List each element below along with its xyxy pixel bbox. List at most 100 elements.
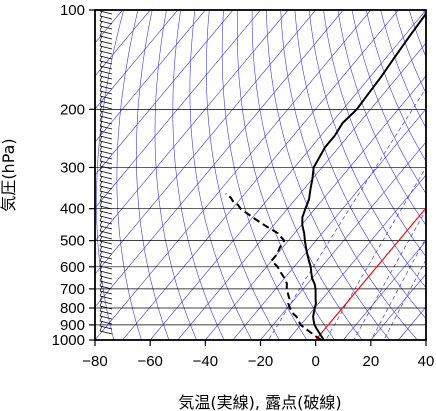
isotherm-line <box>370 273 426 340</box>
dry-adiabat-line <box>337 10 426 226</box>
wind-barb-flag <box>99 80 103 87</box>
dry-adiabat-line <box>266 10 390 340</box>
dry-adiabat-line <box>189 10 253 340</box>
wind-barb-flag <box>99 25 103 32</box>
wind-barb-flag <box>99 270 103 277</box>
isotherm-line <box>425 339 426 340</box>
dry-adiabat-line <box>237 10 335 340</box>
wind-barbs <box>99 10 113 335</box>
wind-barb-flag <box>99 185 103 192</box>
isotherm-line <box>95 10 261 209</box>
wind-barb-flag <box>99 35 103 42</box>
isotherm-line <box>398 306 426 340</box>
wind-barb-flag <box>99 15 103 22</box>
y-tick-label: 900 <box>60 317 85 334</box>
y-tick-label: 300 <box>60 159 85 176</box>
wind-barb-flag <box>99 315 103 322</box>
wind-barb-flag <box>99 325 103 332</box>
wind-barb-flag <box>99 160 103 167</box>
y-axis-title: 気圧(hPa) <box>0 138 18 211</box>
wind-barb-flag <box>99 140 103 147</box>
dry-adiabat-line <box>366 10 426 162</box>
isobars <box>95 10 426 340</box>
wind-barb-flag <box>99 215 103 222</box>
wind-barb-flag <box>99 170 103 177</box>
dry-adiabat-line <box>172 10 225 340</box>
dry-adiabat-line <box>136 10 170 340</box>
wind-barb-flag <box>99 135 103 142</box>
wind-barb-flag <box>99 165 103 172</box>
wind-barb-flag <box>99 265 103 272</box>
isotherms <box>95 10 426 340</box>
isotherm-line <box>232 108 426 340</box>
isotherm-line <box>95 10 234 176</box>
dry-adiabat-line <box>154 10 197 340</box>
y-tick-label: 400 <box>60 201 85 218</box>
mixing-ratio-line <box>370 237 426 340</box>
x-tick-label: −60 <box>137 353 162 370</box>
isotherm-line <box>95 10 344 308</box>
x-tick-label: 20 <box>362 353 379 370</box>
wind-barb-flag <box>99 220 103 227</box>
wind-barb-flag <box>99 245 103 252</box>
wind-barb-flag <box>99 275 103 282</box>
wind-barb-flag <box>99 175 103 182</box>
wind-barb-flag <box>99 235 103 242</box>
mixing-ratio-line <box>325 166 426 340</box>
wind-barb-flag <box>99 150 103 157</box>
wind-barb-flag <box>99 250 103 257</box>
wind-barb-flag <box>99 55 103 62</box>
wind-barb-flag <box>99 190 103 197</box>
isotherm-line <box>95 10 151 77</box>
dry-adiabat-line <box>408 10 426 58</box>
wind-barb <box>99 330 113 335</box>
wind-barb-flag <box>99 110 103 117</box>
wind-barb-flag <box>99 180 103 187</box>
wind-barb-flag <box>99 320 103 327</box>
wind-barb-flag <box>99 280 103 287</box>
dry-adiabat-line <box>96 10 124 340</box>
wind-barb-flag <box>99 305 103 312</box>
isotherm-line <box>287 174 426 340</box>
isotherm-line <box>260 141 426 340</box>
dry-adiabat-line <box>380 10 426 129</box>
wind-barb-flag <box>99 95 103 102</box>
y-tick-label: 700 <box>60 281 85 298</box>
zero-isotherm-red <box>315 207 426 340</box>
dry-adiabat-line <box>251 10 363 340</box>
wind-barb-flag <box>99 20 103 27</box>
mixing-ratio-lines <box>268 87 426 340</box>
mixing-ratio-line <box>353 209 426 340</box>
isotherm-line <box>205 75 426 340</box>
mixing-ratio-line <box>268 87 426 340</box>
dewpoint-line <box>225 192 322 340</box>
y-tick-label: 100 <box>60 2 85 19</box>
reference-line-red <box>315 207 426 340</box>
mixing-ratio-line <box>383 258 426 340</box>
wind-barb-flag <box>99 40 103 47</box>
wind-barb-flag <box>99 255 103 262</box>
x-tick-label: −40 <box>193 353 218 370</box>
dry-adiabat-line <box>351 10 426 195</box>
wind-barb-flag <box>99 205 103 212</box>
wind-barb-flag <box>99 70 103 77</box>
isotherm-line <box>95 10 178 110</box>
x-tick-label: 0 <box>311 353 319 370</box>
y-tick-label: 600 <box>60 259 85 276</box>
wind-barb-flag <box>99 195 103 202</box>
dry-adiabat-line <box>205 10 280 340</box>
y-tick-label: 200 <box>60 101 85 118</box>
wind-barb-flag <box>99 50 103 57</box>
wind-barb-flag <box>99 260 103 267</box>
y-tick-label: 800 <box>60 300 85 317</box>
sounding-series <box>225 12 426 340</box>
isotherm-line <box>95 10 316 275</box>
wind-barb-flag <box>99 240 103 247</box>
x-axis-title: 気温(実線), 露点(破線) <box>178 393 341 411</box>
dry-adiabats <box>96 10 426 340</box>
wind-barb-flag <box>99 45 103 52</box>
wind-barb-flag <box>99 295 103 302</box>
